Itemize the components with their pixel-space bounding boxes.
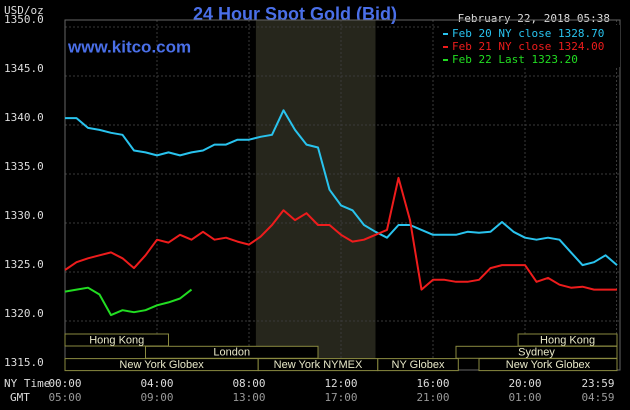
session-label: Sydney bbox=[518, 347, 555, 359]
session-label: Hong Kong bbox=[89, 334, 144, 346]
x2-tick-label: 05:00 bbox=[48, 391, 81, 404]
timestamp: February 22, 2018 05:38 bbox=[458, 12, 610, 25]
x2-tick-label: 01:00 bbox=[508, 391, 541, 404]
x2-tick-label: 13:00 bbox=[232, 391, 265, 404]
x-tick-label: 00:00 bbox=[48, 377, 81, 390]
x-tick-label: 23:59 bbox=[581, 377, 614, 390]
session-bar bbox=[377, 358, 459, 372]
x-tick-label: 08:00 bbox=[232, 377, 265, 390]
x-tick-label: 04:00 bbox=[140, 377, 173, 390]
series-line bbox=[64, 176, 617, 291]
session-label: New York Globex bbox=[119, 359, 204, 371]
y-tick-label: 1325.0 bbox=[4, 258, 44, 271]
y-tick-label: 1320.0 bbox=[4, 307, 44, 320]
session-highlight bbox=[255, 20, 376, 370]
x2-tick-label: 09:00 bbox=[140, 391, 173, 404]
x-tick-label: 12:00 bbox=[324, 377, 357, 390]
session-bar bbox=[478, 358, 618, 372]
y-tick-label: 1315.0 bbox=[4, 356, 44, 369]
legend-entry: Feb 22 Last 1323.20 bbox=[452, 53, 578, 66]
x2-tick-label: 17:00 bbox=[324, 391, 357, 404]
plot-area bbox=[64, 20, 620, 371]
y-axis-label: USD/oz bbox=[4, 4, 44, 17]
session-label: Hong Kong bbox=[540, 334, 595, 346]
y-tick-label: 1335.0 bbox=[4, 160, 44, 173]
session-bar bbox=[64, 333, 169, 347]
session-label: London bbox=[213, 347, 250, 359]
y-tick-label: 1345.0 bbox=[4, 62, 44, 75]
legend-entry: Feb 21 NY close 1324.00 bbox=[452, 40, 604, 53]
series-line bbox=[65, 109, 618, 267]
x-axis-label: NY Time bbox=[4, 377, 50, 390]
chart-title: 24 Hour Spot Gold (Bid) bbox=[193, 4, 397, 24]
session-label: New York NYMEX bbox=[274, 359, 363, 371]
session-label: New York Globex bbox=[506, 359, 591, 371]
session-label: NY Globex bbox=[392, 359, 445, 371]
y-tick-label: 1330.0 bbox=[4, 209, 44, 222]
x2-tick-label: 04:59 bbox=[581, 391, 614, 404]
y-tick-label: 1340.0 bbox=[4, 111, 44, 124]
x-tick-label: 16:00 bbox=[416, 377, 449, 390]
x-tick-label: 20:00 bbox=[508, 377, 541, 390]
x2-axis-label: GMT bbox=[10, 391, 30, 404]
y-tick-label: 1350.0 bbox=[4, 13, 44, 26]
legend-box bbox=[440, 25, 620, 67]
x2-tick-label: 21:00 bbox=[416, 391, 449, 404]
watermark: www.kitco.com bbox=[67, 37, 191, 56]
series-line bbox=[64, 286, 193, 317]
legend-entry: Feb 20 NY close 1328.70 bbox=[452, 27, 604, 40]
